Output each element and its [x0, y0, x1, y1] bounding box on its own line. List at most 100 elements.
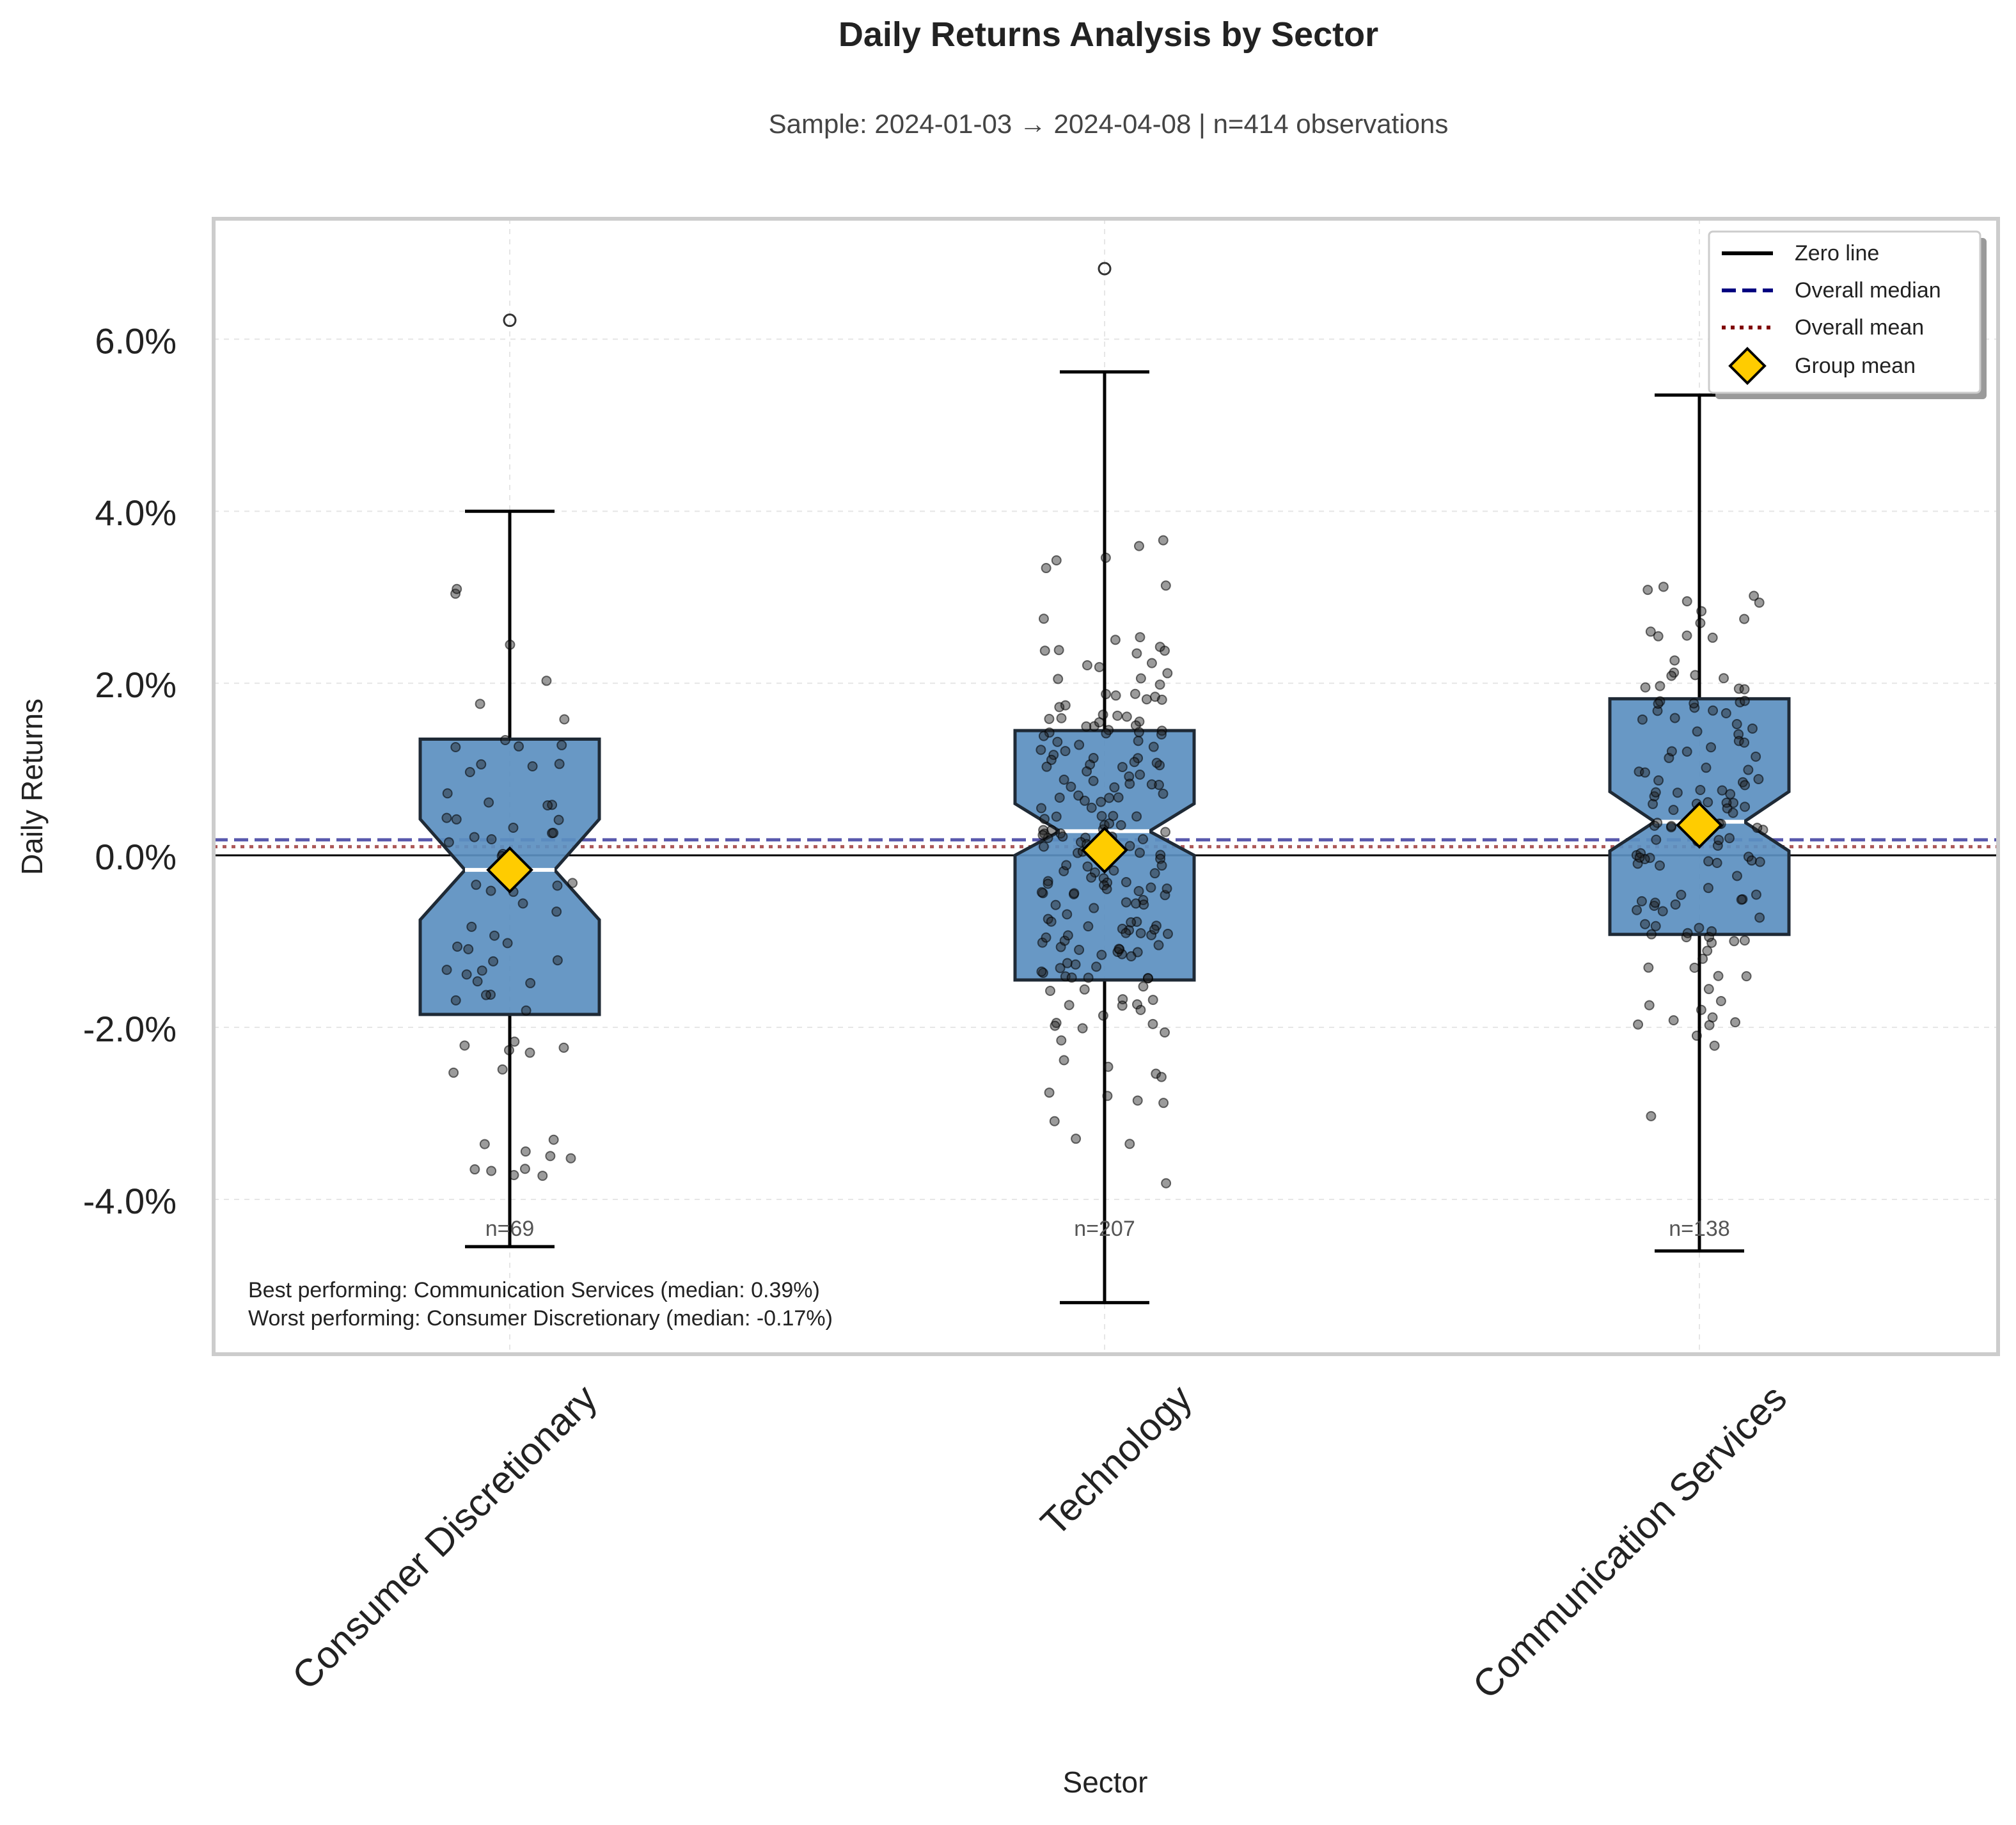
- data-point: [442, 788, 453, 799]
- data-point: [514, 741, 524, 752]
- data-point: [1062, 958, 1073, 968]
- data-point: [1703, 984, 1714, 995]
- data-point: [1156, 725, 1167, 736]
- data-point: [471, 880, 482, 890]
- data-point: [1054, 702, 1065, 713]
- data-point: [1717, 785, 1728, 796]
- annotation-text: Best performing: Communication Services …: [248, 1278, 820, 1302]
- data-point: [476, 965, 487, 976]
- legend-median-label: Overall median: [1795, 278, 1941, 303]
- data-point: [1044, 727, 1055, 738]
- data-point: [1076, 837, 1087, 848]
- data-point: [1041, 932, 1051, 943]
- data-point: [1094, 661, 1105, 672]
- data-point: [485, 885, 496, 896]
- data-point: [1101, 689, 1112, 700]
- data-point: [502, 938, 513, 949]
- data-point: [1117, 762, 1128, 773]
- data-point: [1137, 833, 1148, 844]
- data-point: [1739, 695, 1750, 706]
- data-point: [1702, 945, 1713, 956]
- data-point: [551, 906, 562, 917]
- data-point: [1724, 833, 1735, 844]
- data-point: [520, 1146, 531, 1157]
- data-point: [508, 1170, 519, 1181]
- n-label: n=207: [1074, 1217, 1135, 1241]
- data-point: [1754, 597, 1765, 608]
- data-point: [1102, 1091, 1113, 1102]
- data-point: [1135, 632, 1146, 643]
- data-point: [484, 797, 494, 808]
- data-point: [1643, 962, 1654, 973]
- data-point: [1081, 721, 1092, 732]
- y-tick-label: 6.0%: [95, 320, 177, 361]
- data-point: [1640, 682, 1651, 693]
- data-point: [1650, 897, 1660, 908]
- data-point: [459, 1040, 470, 1051]
- data-point: [1142, 973, 1153, 984]
- data-point: [1634, 852, 1645, 863]
- data-point: [1708, 705, 1719, 716]
- data-point: [1101, 883, 1112, 894]
- legend: Zero line Overall median Overall mean Gr…: [1708, 230, 1987, 399]
- data-point: [448, 1067, 459, 1078]
- data-point: [1669, 655, 1680, 666]
- y-tick-label: -2.0%: [83, 1009, 177, 1049]
- data-point: [1632, 905, 1642, 915]
- legend-mean-label: Overall mean: [1795, 315, 1924, 340]
- data-point: [1057, 831, 1068, 842]
- data-point: [1110, 635, 1121, 645]
- data-point: [1060, 746, 1071, 757]
- data-point: [1138, 899, 1149, 910]
- data-point: [552, 955, 563, 966]
- data-point: [1053, 645, 1064, 656]
- data-point: [1141, 694, 1152, 705]
- data-point: [480, 990, 491, 1000]
- data-point: [1059, 935, 1070, 946]
- data-point: [1050, 899, 1061, 910]
- data-point: [1731, 719, 1742, 730]
- data-point: [1070, 959, 1081, 970]
- legend-zero-label: Zero line: [1795, 241, 1879, 265]
- data-point: [1037, 937, 1048, 948]
- data-point: [1151, 1068, 1162, 1079]
- data-point: [1696, 1004, 1706, 1015]
- x-axis-label: Sector: [1063, 1766, 1148, 1799]
- data-point: [527, 761, 538, 771]
- data-point: [556, 739, 567, 750]
- data-point: [1038, 731, 1049, 741]
- data-point: [542, 800, 553, 810]
- data-point: [554, 759, 565, 770]
- data-point: [1129, 757, 1140, 768]
- data-point: [1730, 1017, 1741, 1028]
- data-point: [1051, 555, 1062, 566]
- data-point: [1082, 660, 1092, 670]
- data-point: [1051, 811, 1062, 822]
- group-mean-marker: [1676, 802, 1723, 849]
- data-point: [1644, 1000, 1655, 1011]
- data-point: [1703, 797, 1713, 808]
- data-point: [1689, 698, 1699, 709]
- x-tick-label: Communication Services: [1465, 1377, 1795, 1707]
- data-point: [1740, 802, 1751, 812]
- data-point: [1146, 882, 1156, 893]
- data-point: [1060, 700, 1071, 711]
- outlier-point: [1098, 262, 1112, 276]
- n-label: n=138: [1669, 1217, 1730, 1241]
- data-point: [476, 759, 487, 770]
- data-point: [1653, 775, 1664, 786]
- data-point: [1133, 736, 1144, 747]
- data-point: [1752, 823, 1763, 833]
- data-point: [461, 969, 472, 980]
- data-point: [1666, 746, 1677, 757]
- data-point: [1160, 1027, 1170, 1038]
- data-point: [1088, 775, 1099, 786]
- data-point: [1158, 535, 1169, 546]
- data-point: [1135, 673, 1146, 684]
- data-point: [1754, 857, 1765, 867]
- data-point: [1701, 762, 1712, 773]
- data-point: [1114, 944, 1124, 954]
- data-point: [1729, 936, 1740, 947]
- data-point: [1650, 920, 1661, 931]
- data-point: [1083, 921, 1094, 932]
